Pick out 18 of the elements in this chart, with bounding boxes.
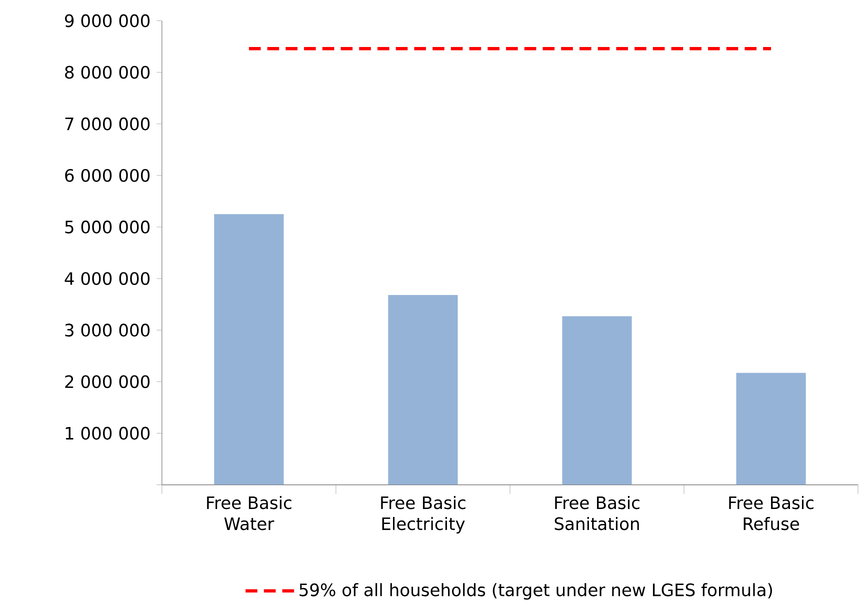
bar bbox=[562, 316, 632, 485]
y-tick-label: 9 000 000 bbox=[65, 14, 150, 28]
x-tick-label: Free Basic Refuse bbox=[729, 496, 814, 530]
y-tick-label: 5 000 000 bbox=[65, 220, 150, 234]
y-tick-label: 6 000 000 bbox=[65, 168, 150, 182]
y-tick-label: 1 000 000 bbox=[66, 426, 150, 440]
y-tick-label: 4 000 000 bbox=[64, 272, 150, 285]
y-tick-label: 3 000 000 bbox=[65, 324, 150, 336]
x-tick-label: Free Basic Water bbox=[207, 496, 292, 530]
bar bbox=[214, 214, 284, 485]
x-tick-label: Free Basic Sanitation bbox=[554, 496, 640, 530]
bar bbox=[736, 372, 806, 485]
legend-label: 59% of all households (target under new LGES formula) bbox=[300, 583, 772, 600]
bar bbox=[388, 294, 458, 485]
y-tick-label: 7 000 000 bbox=[65, 117, 150, 130]
x-tick-label: Free Basic Electricity bbox=[381, 496, 466, 534]
y-tick-label: 2 000 000 bbox=[65, 375, 150, 388]
y-tick-label: 8 000 000 bbox=[65, 66, 150, 79]
